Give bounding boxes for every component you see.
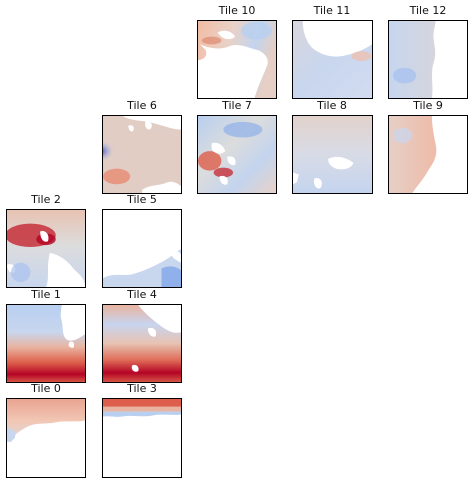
tile-0-map (6, 398, 86, 478)
tile-3-title: Tile 3 (127, 382, 157, 395)
tile-10-title: Tile 10 (218, 4, 256, 17)
tile-3-map (102, 398, 182, 478)
tile-2-map (6, 209, 86, 288)
tile-8-title: Tile 8 (317, 99, 347, 112)
tile-2-title: Tile 2 (31, 193, 61, 206)
tile-7-title: Tile 7 (222, 99, 252, 112)
tile-4-title: Tile 4 (127, 288, 157, 301)
tile-5-title: Tile 5 (127, 193, 157, 206)
tile-11-title: Tile 11 (313, 4, 351, 17)
tile-10-map (197, 20, 277, 99)
tile-8-map (292, 115, 373, 194)
tile-4-map (102, 304, 182, 383)
tile-5-map (102, 209, 182, 288)
tile-11-map (292, 20, 373, 99)
tile-9-map (388, 115, 468, 194)
tile-1-map (6, 304, 86, 383)
tile-12-map (388, 20, 468, 99)
tile-0-title: Tile 0 (31, 382, 61, 395)
tile-6-title: Tile 6 (127, 99, 157, 112)
tile-9-title: Tile 9 (413, 99, 443, 112)
tile-7-map (197, 115, 277, 194)
tile-1-title: Tile 1 (31, 288, 61, 301)
tile-12-title: Tile 12 (409, 4, 447, 17)
tile-6-map (102, 115, 182, 194)
